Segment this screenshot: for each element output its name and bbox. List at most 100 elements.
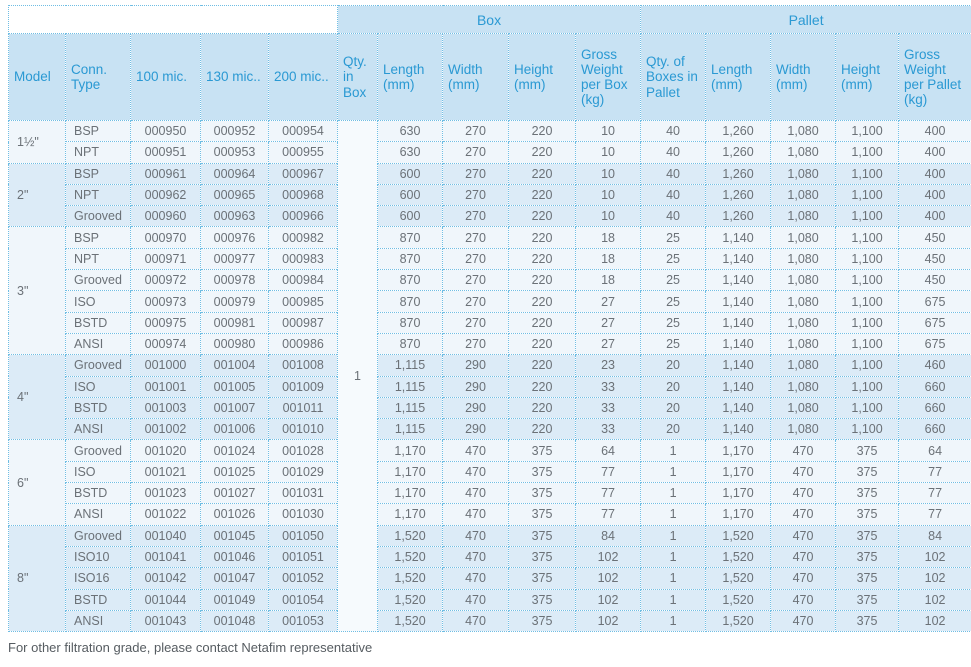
conn-type-cell: ISO10 [65,545,131,569]
pallet-qty-boxes-cell: 20 [640,396,707,420]
pallet-qty-boxes-cell: 1 [640,460,707,484]
catalog-130mic-cell: 000979 [200,290,269,313]
box-length-cell: 1,115 [377,354,444,377]
box-width-cell: 470 [442,524,510,547]
catalog-100mic-cell: 001041 [130,545,201,569]
pallet-length-cell: 1,140 [705,290,772,313]
pallet-length-cell: 1,140 [705,226,772,249]
pallet-gross-weight-cell: 77 [898,460,971,484]
box-gross-weight-cell: 10 [575,141,642,164]
box-height-cell: 220 [508,375,577,398]
pallet-length-cell: 1,260 [705,141,772,164]
col-header-qty-in-box: Qty. in Box [337,33,379,121]
box-length-cell: 1,520 [377,567,444,590]
box-gross-weight-cell: 102 [575,545,642,569]
catalog-200mic-cell: 000955 [267,141,339,164]
box-gross-weight-cell: 10 [575,183,642,207]
pallet-gross-weight-cell: 450 [898,269,971,292]
box-length-cell: 1,520 [377,524,444,547]
box-width-cell: 270 [442,269,510,292]
pallet-length-cell: 1,520 [705,609,772,633]
col-header-200-mic: 200 mic.. [267,33,339,121]
catalog-130mic-cell: 000953 [200,141,269,164]
pallet-qty-boxes-cell: 25 [640,311,707,334]
box-gross-weight-cell: 102 [575,567,642,590]
table-row: 4" Grooved 001000 001004 001008 1,115 290 220 23… [8,354,971,441]
pallet-qty-boxes-cell: 40 [640,141,707,164]
box-gross-weight-cell: 102 [575,609,642,633]
catalog-100mic-cell: 001023 [130,482,201,505]
catalog-130mic-cell: 001005 [200,375,269,398]
pallet-height-cell: 1,100 [835,162,900,185]
catalog-200mic-cell: 001054 [267,588,339,611]
catalog-130mic-cell: 000965 [200,183,269,207]
model-cell: 1½" [8,120,66,164]
box-gross-weight-cell: 27 [575,290,642,313]
pallet-length-cell: 1,140 [705,332,772,356]
pallet-length-cell: 1,140 [705,247,772,271]
catalog-200mic-cell: 000966 [267,205,339,228]
pallet-height-cell: 1,100 [835,205,900,228]
pallet-qty-boxes-cell: 20 [640,375,707,398]
group-header-pallet: Pallet [640,5,971,34]
box-width-cell: 470 [442,545,510,569]
conn-type-cell: BSP [65,119,131,143]
catalog-130mic-cell: 001047 [200,567,269,590]
group-header-box: Box [337,5,642,34]
col-header-model: Model [8,33,66,121]
box-height-cell: 375 [508,460,577,484]
box-gross-weight-cell: 18 [575,247,642,271]
pallet-width-cell: 1,080 [770,332,837,356]
box-height-cell: 220 [508,290,577,313]
catalog-100mic-cell: 001044 [130,588,201,611]
model-cell: 4" [8,354,66,441]
box-height-cell: 220 [508,269,577,292]
catalog-200mic-cell: 000954 [267,119,339,143]
catalog-100mic-cell: 000960 [130,205,201,228]
pallet-qty-boxes-cell: 40 [640,205,707,228]
pallet-width-cell: 1,080 [770,205,837,228]
catalog-200mic-cell: 000968 [267,183,339,207]
box-height-cell: 375 [508,567,577,590]
catalog-130mic-cell: 001048 [200,609,269,633]
pallet-length-cell: 1,520 [705,567,772,590]
box-width-cell: 470 [442,439,510,462]
box-width-cell: 270 [442,162,510,185]
pallet-gross-weight-cell: 400 [898,205,971,228]
pallet-length-cell: 1,140 [705,418,772,441]
catalog-200mic-cell: 001053 [267,609,339,633]
pallet-gross-weight-cell: 660 [898,396,971,420]
col-header-pallet-height: Height (mm) [835,33,900,121]
conn-type-cell: ISO16 [65,567,131,590]
col-header-box-length: Length (mm) [377,33,444,121]
catalog-100mic-cell: 000950 [130,119,201,143]
table-row: NPT 000962 000965 000968 600 270 220 10 40 1,260 1… [9,183,971,207]
col-header-130-mic: 130 mic.. [200,33,269,121]
pallet-height-cell: 1,100 [835,396,900,420]
catalog-100mic-cell: 001003 [130,396,201,420]
pallet-qty-boxes-cell: 25 [640,226,707,249]
table-row: BSTD 001023 001027 001031 1,170 470 375 77 1 1,17… [9,482,971,505]
conn-type-cell: BSTD [65,311,131,334]
catalog-130mic-cell: 001024 [200,439,269,462]
conn-type-cell: ANSI [65,418,131,441]
table-row: 6" Grooved 001020 001024 001028 1,170 470 375 64… [8,439,971,526]
conn-type-cell: BSP [65,162,131,185]
box-height-cell: 220 [508,183,577,207]
pallet-height-cell: 1,100 [835,332,900,356]
box-height-cell: 220 [508,205,577,228]
catalog-130mic-cell: 000978 [200,269,269,292]
pallet-gross-weight-cell: 460 [898,354,971,377]
conn-type-cell: NPT [65,141,131,164]
conn-type-cell: NPT [65,247,131,271]
pallet-gross-weight-cell: 64 [898,439,971,462]
catalog-200mic-cell: 000982 [267,226,339,249]
box-length-cell: 870 [377,311,444,334]
catalog-100mic-cell: 001020 [130,439,201,462]
box-width-cell: 270 [442,205,510,228]
box-width-cell: 270 [442,183,510,207]
table-row: 1½" BSP 000950 000952 000954 1 630 270 220 10 40 1,… [8,119,971,633]
pallet-height-cell: 375 [835,503,900,526]
catalog-100mic-cell: 000951 [130,141,201,164]
column-header-row: Model Conn. Type 100 mic. 130 mic.. 200 … [8,33,971,121]
